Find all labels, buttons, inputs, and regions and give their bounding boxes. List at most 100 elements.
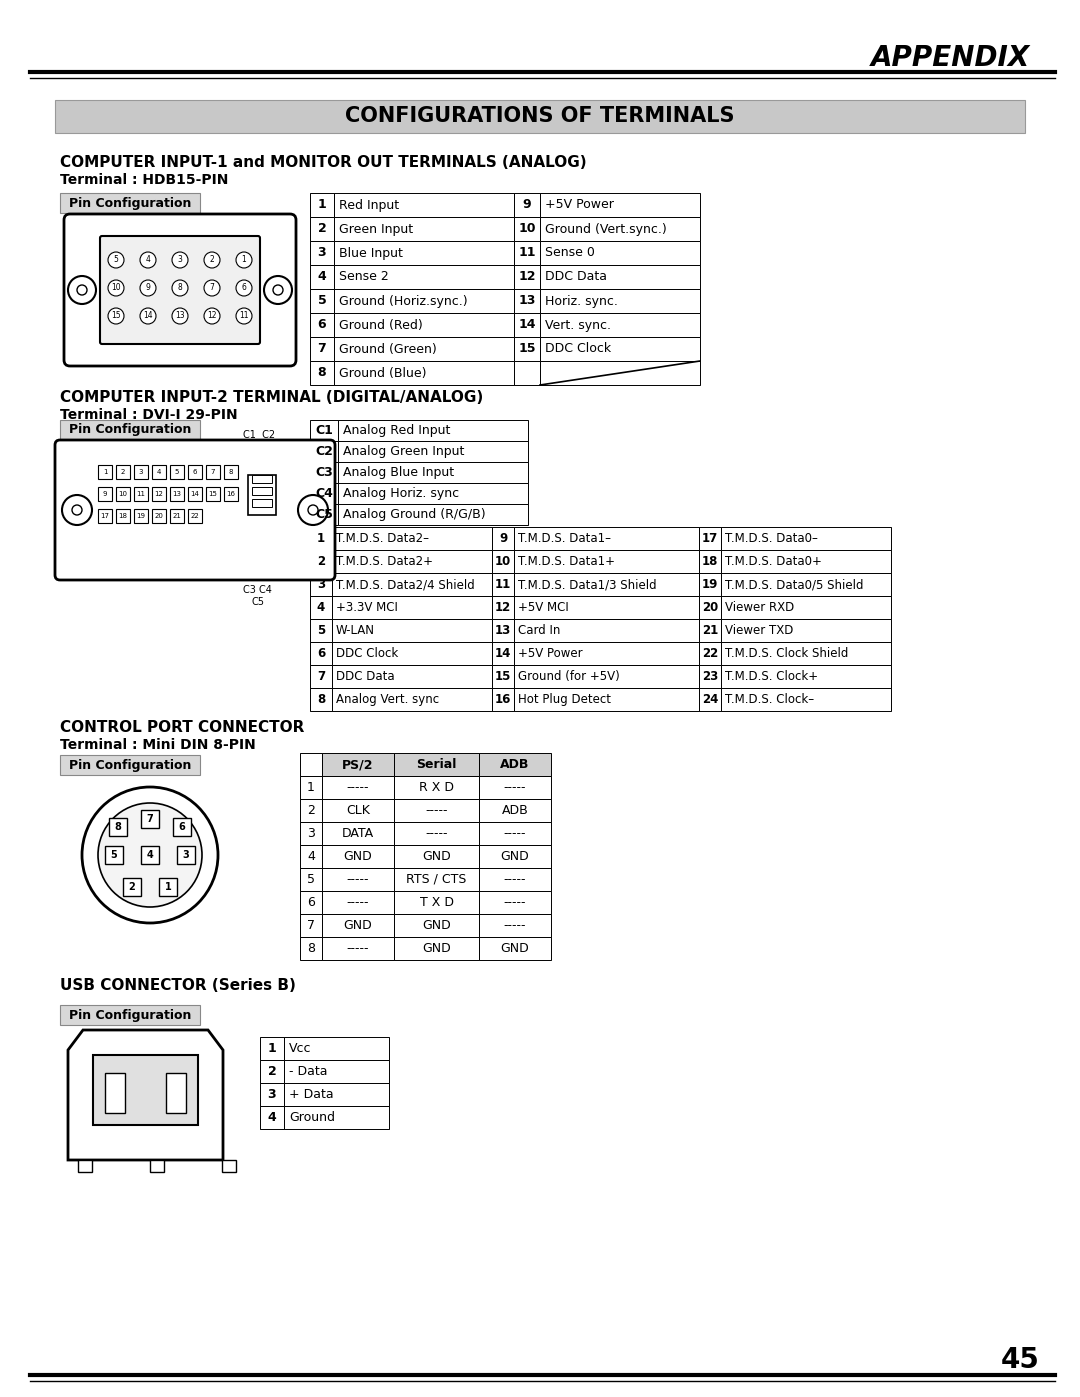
Bar — [224, 488, 238, 502]
Bar — [93, 1055, 198, 1125]
Bar — [514, 619, 699, 643]
Text: C5: C5 — [315, 509, 333, 521]
Bar — [492, 527, 514, 550]
Bar — [492, 643, 514, 665]
Bar — [310, 217, 334, 242]
Bar — [540, 313, 700, 337]
Circle shape — [82, 787, 218, 923]
Text: Hot Plug Detect: Hot Plug Detect — [518, 693, 611, 705]
Text: +5V Power: +5V Power — [545, 198, 613, 211]
Circle shape — [308, 504, 318, 515]
Text: 8: 8 — [318, 366, 326, 380]
Circle shape — [204, 251, 220, 268]
Bar — [105, 1073, 125, 1113]
Bar — [394, 775, 480, 799]
Bar — [394, 845, 480, 868]
Bar — [334, 337, 514, 360]
Text: T.M.D.S. Data2+: T.M.D.S. Data2+ — [336, 555, 433, 569]
Text: Ground: Ground — [289, 1111, 335, 1125]
Text: -----: ----- — [503, 781, 526, 793]
Text: Sense 0: Sense 0 — [545, 246, 595, 260]
Text: 5: 5 — [307, 873, 315, 886]
Bar — [188, 488, 202, 502]
Bar — [98, 488, 112, 502]
Text: -----: ----- — [347, 895, 369, 909]
Circle shape — [204, 307, 220, 324]
Bar — [334, 265, 514, 289]
Bar — [260, 1037, 284, 1060]
Bar — [332, 687, 492, 711]
Text: 14: 14 — [495, 647, 511, 659]
Bar — [338, 504, 528, 525]
Text: W-LAN: W-LAN — [336, 624, 375, 637]
Bar — [480, 753, 551, 775]
Text: ADB: ADB — [501, 805, 528, 817]
Text: 2: 2 — [307, 805, 315, 817]
Text: -----: ----- — [503, 919, 526, 932]
Bar — [514, 573, 699, 597]
Bar — [492, 550, 514, 573]
Text: 17: 17 — [702, 532, 718, 545]
Text: RTS / CTS: RTS / CTS — [406, 873, 467, 886]
Bar — [170, 509, 184, 522]
Bar — [260, 1083, 284, 1106]
Bar — [480, 914, 551, 937]
Text: 7: 7 — [211, 469, 215, 475]
Text: 13: 13 — [175, 312, 185, 320]
Text: Pin Configuration: Pin Configuration — [69, 759, 191, 771]
Text: Terminal : HDB15-PIN: Terminal : HDB15-PIN — [60, 173, 228, 187]
Bar — [260, 1060, 284, 1083]
Text: 6: 6 — [307, 895, 315, 909]
Bar — [60, 754, 200, 775]
Text: 7: 7 — [316, 671, 325, 683]
Bar — [310, 619, 332, 643]
Text: 10: 10 — [518, 222, 536, 236]
Bar — [338, 483, 528, 504]
Bar — [310, 573, 332, 597]
Bar — [152, 509, 166, 522]
Text: + Data: + Data — [289, 1088, 334, 1101]
Text: DDC Clock: DDC Clock — [545, 342, 611, 355]
Text: 16: 16 — [495, 693, 511, 705]
Text: -----: ----- — [503, 827, 526, 840]
Text: 19: 19 — [136, 513, 146, 520]
Text: -----: ----- — [347, 781, 369, 793]
Text: C3 C4: C3 C4 — [243, 585, 272, 595]
Bar — [206, 465, 220, 479]
Bar — [322, 753, 394, 775]
Text: 4: 4 — [316, 601, 325, 615]
Text: 1: 1 — [316, 532, 325, 545]
Bar — [334, 193, 514, 217]
Text: Sense 2: Sense 2 — [339, 271, 389, 284]
Bar — [334, 313, 514, 337]
Bar — [123, 877, 141, 895]
Text: +5V MCI: +5V MCI — [518, 601, 569, 615]
Bar — [394, 937, 480, 960]
Text: C4: C4 — [315, 488, 333, 500]
Bar — [514, 217, 540, 242]
Bar — [394, 891, 480, 914]
Bar — [248, 475, 276, 515]
Bar — [514, 337, 540, 360]
Bar — [322, 799, 394, 821]
Text: 8: 8 — [177, 284, 183, 292]
Bar — [338, 441, 528, 462]
Text: 14: 14 — [190, 490, 200, 497]
Circle shape — [108, 279, 124, 296]
Bar — [310, 265, 334, 289]
Text: -----: ----- — [347, 942, 369, 956]
Text: 3: 3 — [318, 246, 326, 260]
Text: 2: 2 — [129, 882, 135, 893]
Circle shape — [62, 495, 92, 525]
Bar — [60, 420, 200, 440]
Bar — [310, 313, 334, 337]
Bar — [540, 337, 700, 360]
Text: 22: 22 — [702, 647, 718, 659]
Text: C3: C3 — [315, 467, 333, 479]
Text: T.M.D.S. Clock Shield: T.M.D.S. Clock Shield — [725, 647, 849, 659]
Text: Analog Vert. sync: Analog Vert. sync — [336, 693, 440, 705]
Text: 8: 8 — [316, 693, 325, 705]
Text: GND: GND — [422, 849, 450, 863]
Text: Viewer RXD: Viewer RXD — [725, 601, 794, 615]
Text: Terminal : DVI-I 29-PIN: Terminal : DVI-I 29-PIN — [60, 408, 238, 422]
